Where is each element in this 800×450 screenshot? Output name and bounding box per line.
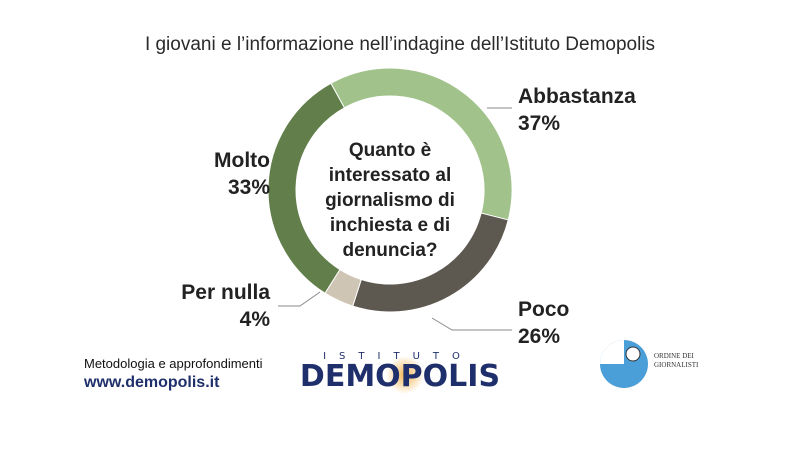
- logo-glow: [386, 356, 424, 394]
- label-per-nulla: Per nulla 4%: [181, 279, 270, 333]
- methodology-text: Metodologia e approfondimenti: [84, 356, 263, 371]
- legend-label: Poco: [518, 298, 570, 321]
- label-molto: Molto 33%: [214, 147, 270, 201]
- legend-label: Abbastanza: [518, 85, 636, 108]
- data-label: 37%: [518, 112, 561, 135]
- data-label: 26%: [518, 325, 561, 348]
- label-abbastanza: Abbastanza 37%: [518, 83, 636, 137]
- chart-title: I giovani e l’informazione nell’indagine…: [144, 34, 656, 55]
- label-poco: Poco 26%: [518, 296, 569, 350]
- data-label: 33%: [227, 176, 270, 199]
- slice-molto: [267, 82, 346, 294]
- odg-emblem-icon: [600, 340, 648, 388]
- legend-label: Per nulla: [181, 281, 270, 304]
- logo-wordmark: DEMOPOLIS: [299, 359, 501, 394]
- leader-line: [278, 291, 321, 307]
- logo-subtitle: ISTITUTO: [323, 351, 473, 362]
- leader-line: [431, 317, 512, 331]
- data-label: 4%: [239, 308, 270, 331]
- odg-text: ORDINE DEI GIORNALISTI: [654, 352, 699, 369]
- center-question: Quanto è interessato al giornalismo di i…: [325, 140, 455, 261]
- legend-label: Molto: [214, 149, 270, 172]
- website-link[interactable]: www.demopolis.it: [84, 374, 220, 391]
